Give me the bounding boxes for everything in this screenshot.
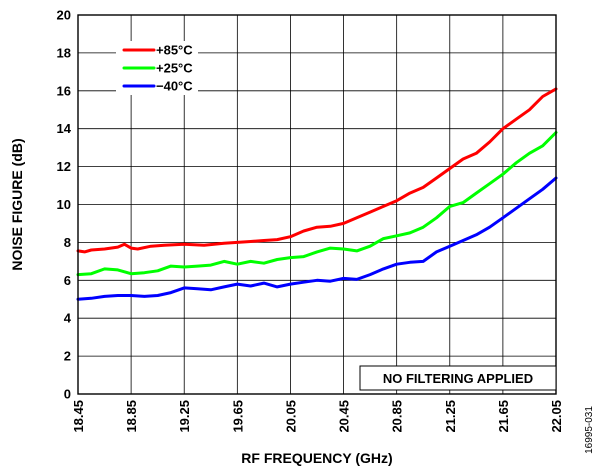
x-tick-label: 20.45 bbox=[337, 400, 352, 433]
x-tick-label: 21.65 bbox=[496, 400, 511, 433]
y-tick-label: 6 bbox=[64, 273, 71, 288]
y-tick-label: 16 bbox=[57, 83, 71, 98]
y-axis-label: NOISE FIGURE (dB) bbox=[9, 138, 25, 270]
x-tick-label: 21.25 bbox=[443, 400, 458, 433]
y-tick-label: 0 bbox=[64, 387, 71, 402]
y-tick-label: 10 bbox=[57, 197, 71, 212]
series-line-3 bbox=[76, 176, 558, 301]
x-tick-label: 20.05 bbox=[283, 400, 298, 433]
series-line-1 bbox=[76, 87, 558, 254]
x-tick-label: 19.25 bbox=[177, 400, 192, 433]
series-line-2 bbox=[76, 131, 558, 277]
y-tick-label: 12 bbox=[57, 159, 71, 174]
annotation-box bbox=[359, 365, 557, 391]
legend: +85°C +25°C −40°C bbox=[116, 41, 198, 95]
plot-frame bbox=[77, 14, 557, 395]
y-tick-label: 8 bbox=[64, 235, 71, 250]
y-tick-label: 14 bbox=[57, 121, 72, 136]
y-tick-label: 2 bbox=[64, 349, 71, 364]
x-tick-label: 19.65 bbox=[230, 400, 245, 433]
legend-label-3: −40°C bbox=[156, 79, 193, 94]
series-layer bbox=[76, 87, 558, 301]
legend-label-1: +85°C bbox=[156, 43, 193, 58]
x-tick-label: 22.05 bbox=[549, 400, 564, 433]
figure-id: 16995-031 bbox=[584, 406, 595, 454]
tick-layer: 0 2 4 6 8 10 12 14 16 18 20 18.45 18.85 19.25 19.65 20.… bbox=[57, 8, 564, 433]
y-tick-label: 4 bbox=[64, 311, 72, 326]
y-tick-label: 20 bbox=[57, 8, 71, 23]
x-axis-label: RF FREQUENCY (GHz) bbox=[241, 450, 392, 466]
legend-label-2: +25°C bbox=[156, 61, 193, 76]
x-tick-label: 18.85 bbox=[124, 400, 139, 433]
y-tick-label: 18 bbox=[57, 45, 71, 60]
x-tick-label: 20.85 bbox=[390, 400, 405, 433]
x-tick-label: 18.45 bbox=[71, 400, 86, 433]
annotation-text: NO FILTERING APPLIED bbox=[383, 371, 533, 386]
